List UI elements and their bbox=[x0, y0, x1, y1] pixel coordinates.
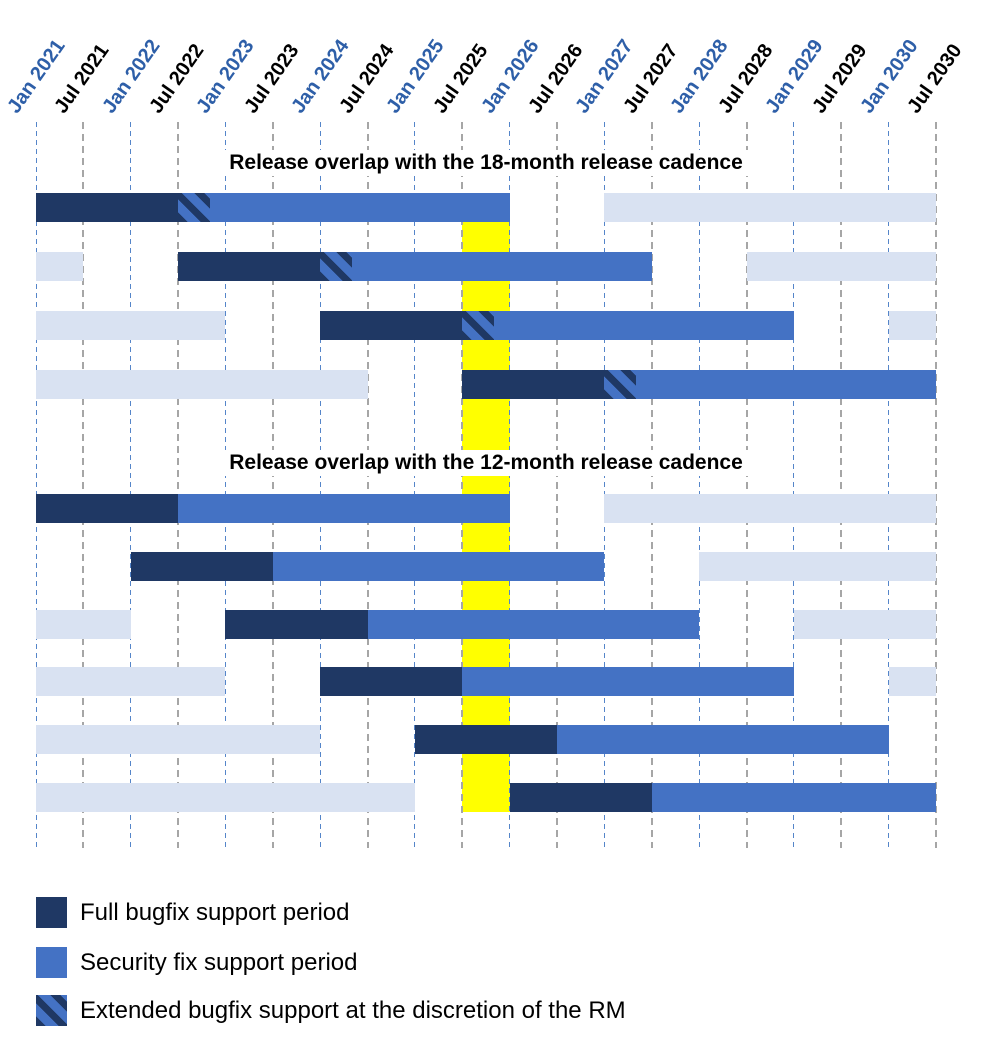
gridline-jan-2026 bbox=[509, 122, 511, 848]
bar-segment-full bbox=[509, 783, 652, 812]
bar-segment-other bbox=[746, 252, 936, 281]
bar-segment-extended bbox=[462, 311, 494, 340]
bar-segment-full bbox=[36, 494, 179, 523]
gridline-jan-2025 bbox=[414, 122, 416, 848]
bar-segment-security bbox=[462, 667, 794, 696]
bar-segment-full bbox=[414, 725, 558, 754]
full-bugfix-swatch-icon bbox=[36, 897, 67, 928]
bar-segment-other bbox=[36, 311, 226, 340]
gridline-jan-2029 bbox=[793, 122, 795, 848]
gridline-jan-2022 bbox=[130, 122, 132, 848]
bar-segment-security bbox=[367, 610, 700, 639]
gridline-jul-2023 bbox=[271, 122, 274, 848]
bar-segment-extended bbox=[320, 252, 352, 281]
section-title-text: Release overlap with the 12-month releas… bbox=[219, 450, 753, 476]
legend-label: Security fix support period bbox=[80, 948, 358, 976]
bar-segment-other bbox=[36, 783, 415, 812]
bar-segment-other bbox=[604, 193, 936, 222]
extended-bugfix-swatch-icon bbox=[36, 995, 67, 1026]
gridline-jul-2021 bbox=[82, 122, 85, 848]
bar-segment-full bbox=[462, 370, 605, 399]
bar-segment-full bbox=[320, 667, 463, 696]
gridline-jul-2026 bbox=[556, 122, 559, 848]
gridline-jan-2027 bbox=[603, 122, 605, 848]
bar-segment-full bbox=[178, 252, 321, 281]
bar-segment-security bbox=[651, 783, 936, 812]
gridline-jan-2023 bbox=[224, 122, 226, 848]
gridline-jan-2030 bbox=[888, 122, 890, 848]
bar-segment-security bbox=[178, 494, 510, 523]
bar-segment-full bbox=[36, 193, 179, 222]
section-title-18-month: Release overlap with the 18-month releas… bbox=[36, 150, 936, 176]
gridline-jul-2030 bbox=[935, 122, 937, 848]
bar-segment-full bbox=[320, 311, 463, 340]
bar-segment-other bbox=[888, 311, 936, 340]
legend-item-full-bugfix: Full bugfix support period bbox=[36, 897, 349, 928]
legend-item-extended-bugfix: Extended bugfix support at the discretio… bbox=[36, 995, 626, 1026]
gridline-jul-2025 bbox=[461, 122, 464, 848]
gridline-jan-2024 bbox=[319, 122, 321, 848]
bar-segment-security bbox=[557, 725, 889, 754]
bar-segment-full bbox=[225, 610, 368, 639]
bar-segment-security bbox=[351, 252, 652, 281]
legend-label: Extended bugfix support at the discretio… bbox=[80, 996, 626, 1024]
bar-segment-other bbox=[36, 667, 226, 696]
gridline-jul-2029 bbox=[840, 122, 843, 848]
bar-segment-other bbox=[36, 252, 84, 281]
bar-segment-security bbox=[272, 552, 605, 581]
bar-segment-other bbox=[888, 667, 936, 696]
gridline-jul-2024 bbox=[366, 122, 369, 848]
gridline-jan-2028 bbox=[698, 122, 700, 848]
bar-segment-security bbox=[636, 370, 936, 399]
bar-segment-other bbox=[793, 610, 936, 639]
bar-segment-security bbox=[209, 193, 510, 222]
bar-segment-extended bbox=[604, 370, 636, 399]
bar-segment-other bbox=[699, 552, 936, 581]
section-title-text: Release overlap with the 18-month releas… bbox=[219, 150, 753, 176]
security-fix-swatch-icon bbox=[36, 947, 67, 978]
legend-item-security-fix: Security fix support period bbox=[36, 947, 357, 978]
bar-segment-extended bbox=[178, 193, 210, 222]
gridline-jul-2027 bbox=[650, 122, 653, 848]
bar-segment-full bbox=[130, 552, 273, 581]
section-title-12-month: Release overlap with the 12-month releas… bbox=[36, 450, 936, 476]
bar-segment-other bbox=[36, 725, 321, 754]
bar-segment-other bbox=[604, 494, 936, 523]
gridline-jan-2021 bbox=[35, 122, 37, 848]
gridline-jul-2028 bbox=[745, 122, 748, 848]
bar-segment-security bbox=[493, 311, 794, 340]
gridline-jul-2022 bbox=[177, 122, 180, 848]
bar-segment-other bbox=[36, 370, 368, 399]
bar-segment-other bbox=[36, 610, 131, 639]
legend-label: Full bugfix support period bbox=[80, 898, 350, 926]
